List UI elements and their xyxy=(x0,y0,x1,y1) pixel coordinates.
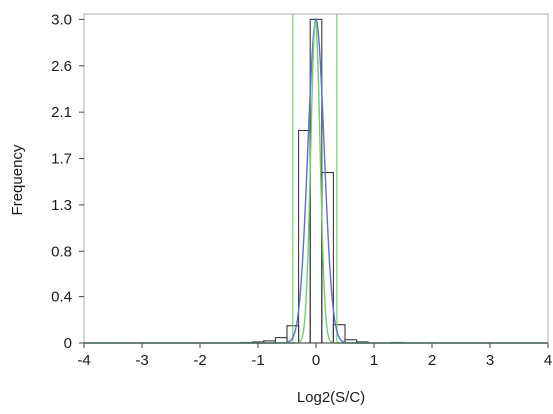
x-tick-label-8: 4 xyxy=(544,352,552,369)
x-tick-label-5: 1 xyxy=(370,352,378,369)
y-tick-label-0: 0 xyxy=(64,335,72,352)
y-axis-title: Frequency xyxy=(9,144,26,215)
y-tick-label-1: 0.4 xyxy=(51,289,72,306)
y-tick-label-2: 0.8 xyxy=(51,243,72,260)
y-tick-label-5: 2.1 xyxy=(51,104,72,121)
y-tick-label-6: 2.6 xyxy=(51,58,72,75)
x-tick-label-0: -4 xyxy=(77,352,90,369)
x-tick-label-4: 0 xyxy=(312,352,320,369)
x-tick-label-1: -3 xyxy=(135,352,148,369)
y-tick-label-4: 1.7 xyxy=(51,151,72,168)
x-axis-title: Log2(S/C) xyxy=(297,389,365,406)
x-tick-label-2: -2 xyxy=(193,352,206,369)
y-tick-label-7: 3.0 xyxy=(51,11,72,28)
x-tick-label-6: 2 xyxy=(428,352,436,369)
y-tick-label-3: 1.3 xyxy=(51,197,72,214)
axes: -4 -3 -2 -1 0 1 2 3 4 0 0.4 0.8 1.3 1.7 2.1 2.6 3.0 xyxy=(51,11,552,369)
x-tick-label-7: 3 xyxy=(486,352,494,369)
x-tick-label-3: -1 xyxy=(251,352,264,369)
